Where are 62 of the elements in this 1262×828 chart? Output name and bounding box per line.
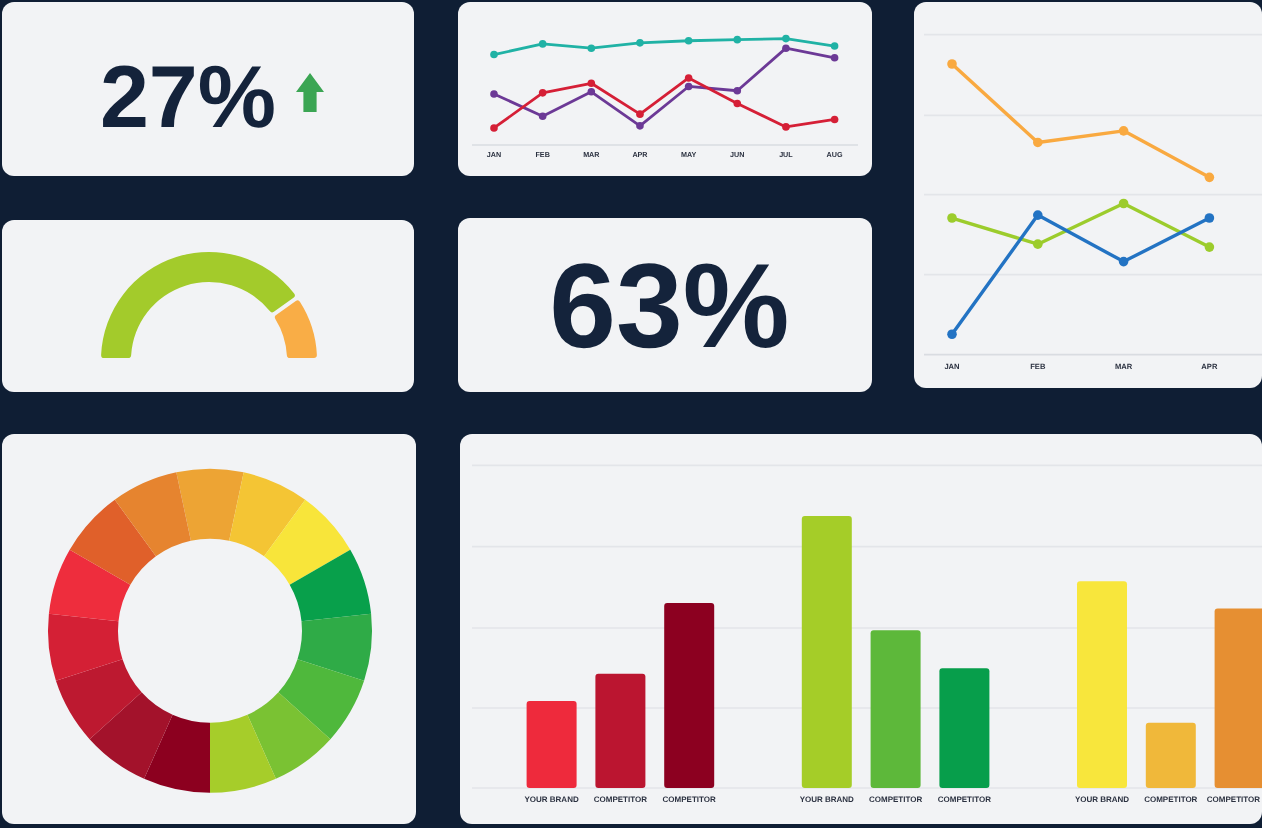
- bar: [526, 700, 577, 788]
- bar: [801, 516, 852, 788]
- point: [830, 115, 839, 124]
- point: [538, 40, 547, 48]
- point: [1204, 242, 1215, 252]
- text: 27%: [99, 49, 277, 147]
- point: [587, 44, 596, 52]
- donut-slice: [289, 549, 372, 622]
- donut-slice: [114, 472, 191, 557]
- point: [490, 50, 498, 59]
- text: 63%: [549, 238, 790, 373]
- point: [684, 82, 693, 91]
- point: [830, 53, 839, 62]
- point: [684, 36, 693, 45]
- point: [1118, 198, 1129, 209]
- point: [1118, 126, 1129, 136]
- point: [782, 44, 790, 52]
- point: [947, 213, 957, 223]
- point: [636, 110, 644, 118]
- point: [1033, 239, 1043, 249]
- point: [587, 79, 596, 88]
- point: [538, 112, 547, 121]
- bar: [870, 630, 921, 788]
- donut-slice: [89, 692, 173, 779]
- donut-slice: [48, 549, 131, 622]
- point: [587, 88, 596, 96]
- bar: [595, 673, 646, 788]
- point: [538, 89, 547, 97]
- donut-slice: [176, 468, 244, 541]
- donut-slice: [69, 499, 156, 585]
- point: [1204, 172, 1215, 183]
- point: [636, 39, 644, 47]
- bar: [1077, 581, 1127, 788]
- donut-slice: [48, 613, 123, 681]
- point: [1204, 213, 1215, 223]
- point: [1033, 137, 1043, 148]
- point: [1118, 256, 1129, 267]
- donut-slice: [247, 692, 331, 779]
- donut-slice: [264, 499, 351, 585]
- point: [830, 42, 839, 50]
- point: [733, 86, 742, 95]
- point: [684, 74, 693, 82]
- donut-slice: [144, 714, 210, 793]
- bar: [1145, 722, 1196, 788]
- point: [490, 90, 498, 98]
- bar: [1214, 608, 1262, 788]
- point: [947, 59, 957, 69]
- donut-slice: [210, 714, 276, 793]
- donut-slice: [229, 472, 306, 557]
- point: [782, 34, 790, 43]
- point: [1033, 210, 1043, 220]
- donut-slice: [278, 659, 365, 740]
- bar: [664, 603, 715, 788]
- bar: [939, 668, 990, 788]
- point: [733, 99, 742, 108]
- point: [733, 35, 742, 44]
- point: [636, 122, 644, 130]
- point: [490, 124, 498, 132]
- point: [947, 329, 957, 340]
- donut-slice: [55, 659, 142, 740]
- point: [782, 123, 790, 131]
- donut-slice: [297, 613, 372, 681]
